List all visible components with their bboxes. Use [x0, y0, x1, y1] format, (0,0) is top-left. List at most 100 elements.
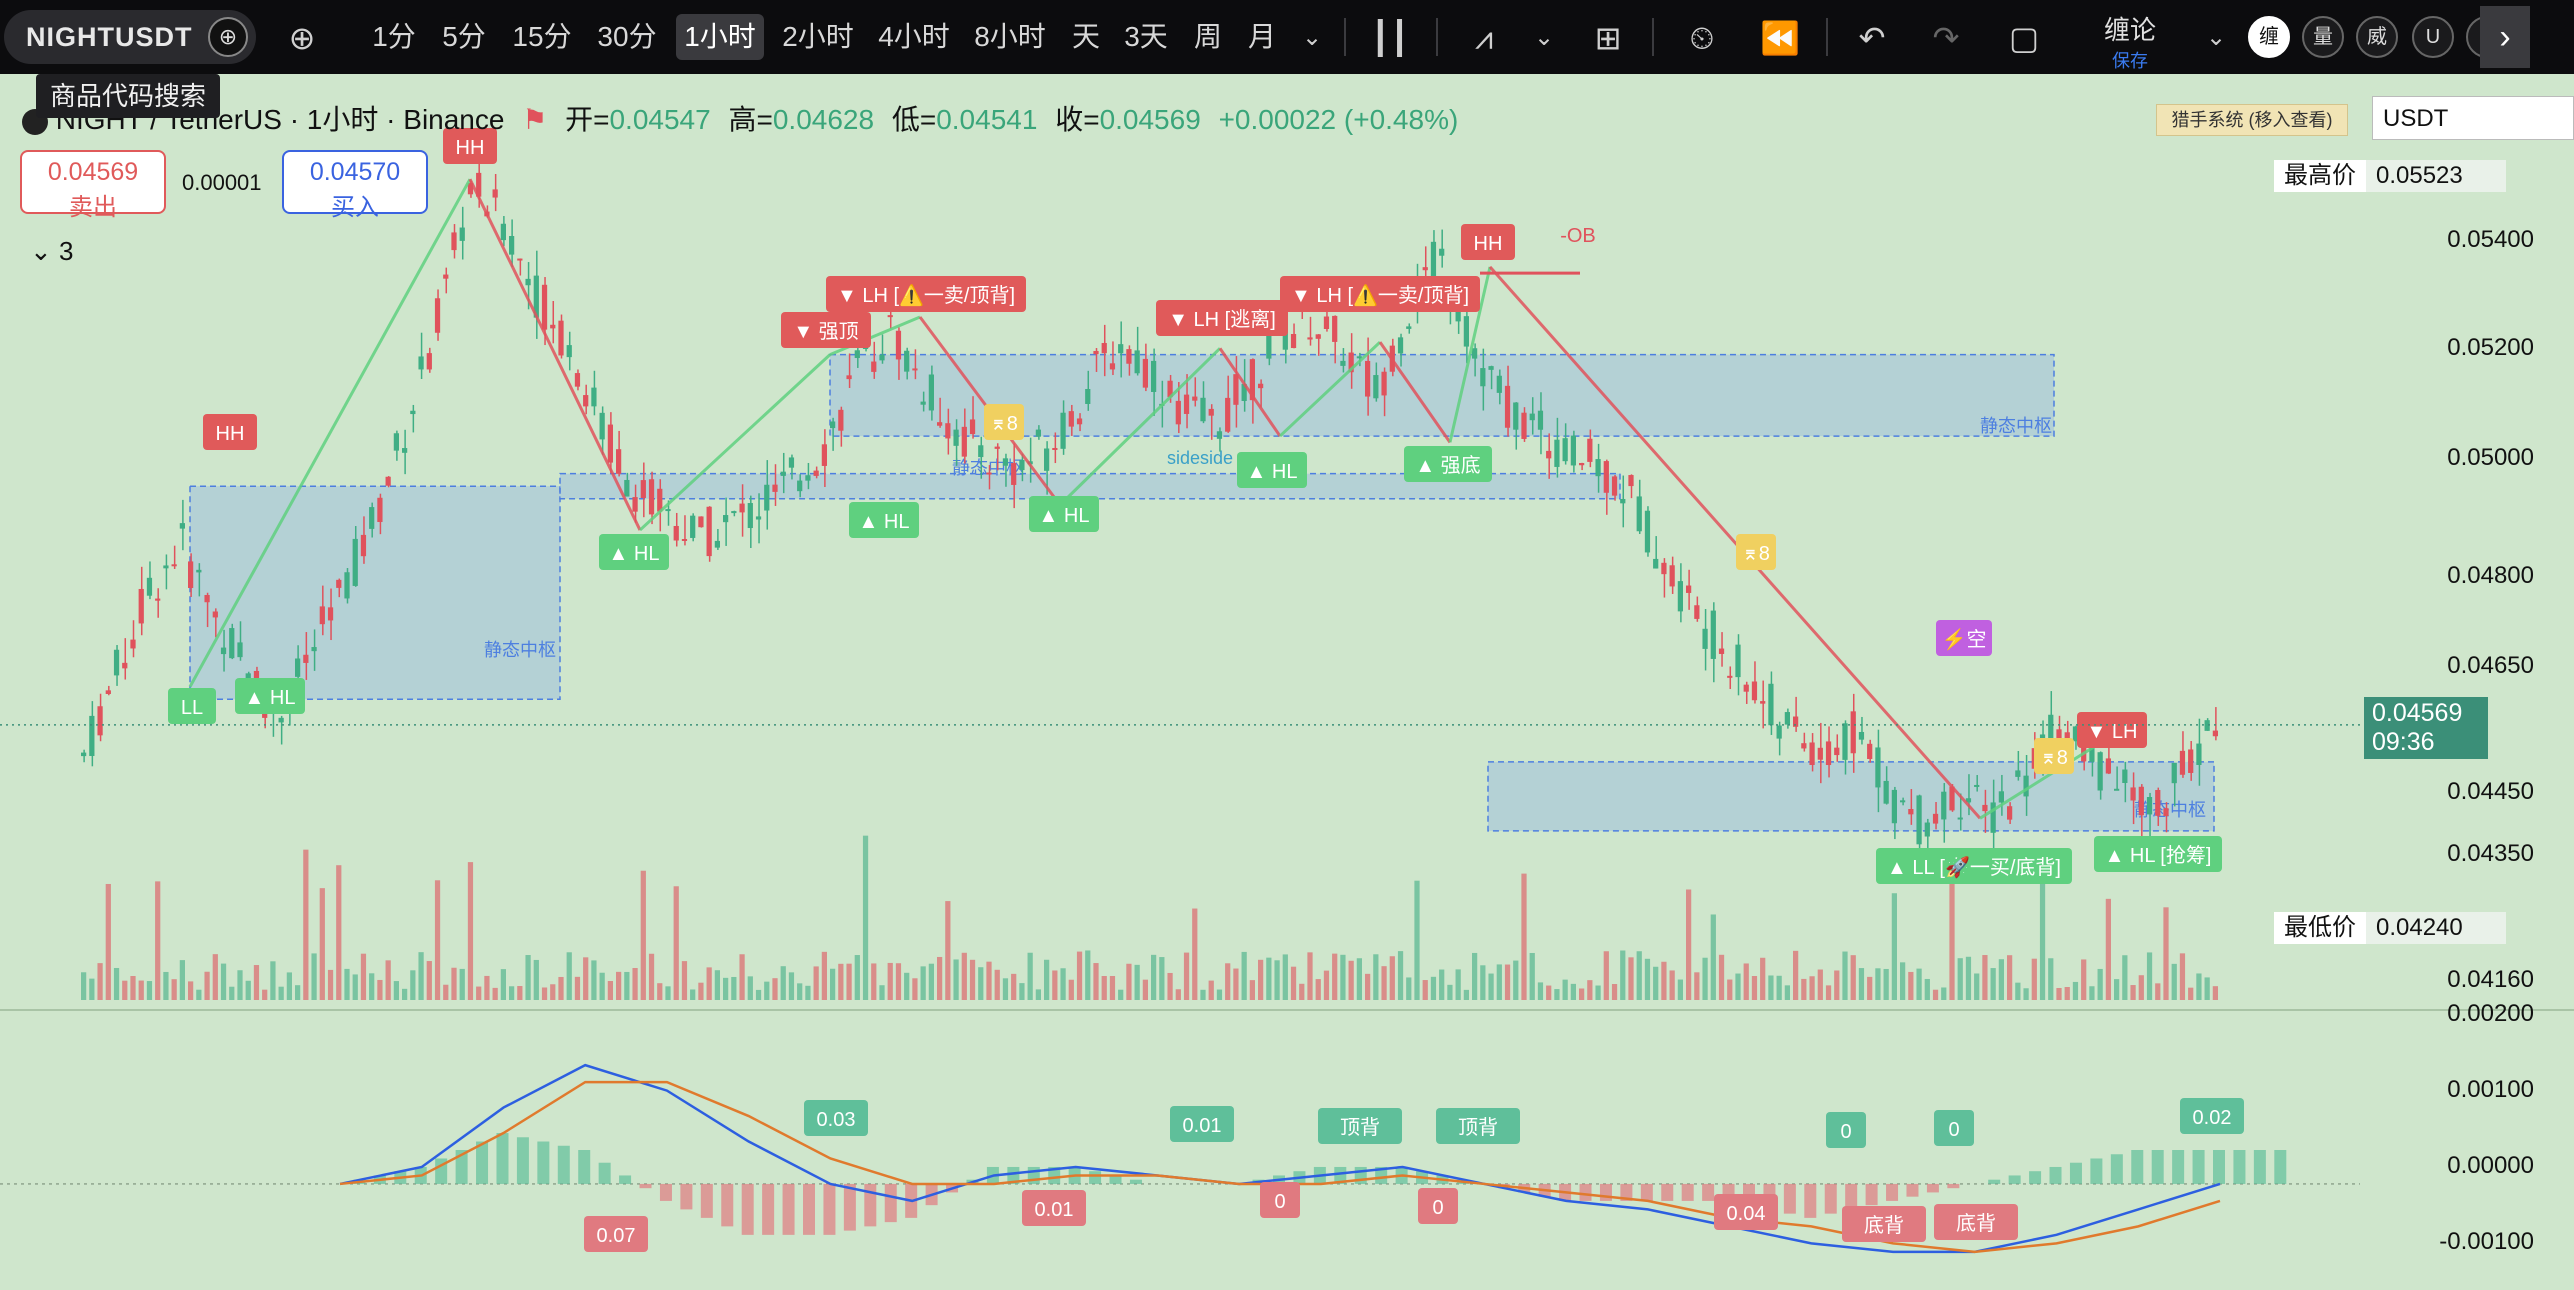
candle-body [2048, 714, 2054, 757]
sideside-label: sideside [1167, 448, 1233, 468]
buy-button[interactable]: 0.04570 买入 [282, 150, 428, 221]
sell-button[interactable]: 0.04569 卖出 [20, 150, 166, 221]
redo-icon[interactable]: ↷ [1932, 20, 1960, 56]
macd-histogram-bar [2253, 1150, 2266, 1184]
candle-body [1768, 683, 1774, 726]
indicator-layout-name[interactable]: 缠论 保存 [2090, 10, 2170, 73]
volume-bar [1175, 989, 1181, 1000]
volume-bar [1867, 976, 1873, 1000]
timeframe-15m[interactable]: 15分 [512, 21, 572, 52]
timeframe-day[interactable]: 天 [1071, 21, 1100, 52]
candle-body [1760, 701, 1766, 704]
macd-histogram-bar [1599, 1183, 1612, 1201]
candle-body [1052, 447, 1058, 450]
timeframe-month[interactable]: 月 [1247, 21, 1276, 52]
candle-body [443, 274, 449, 279]
flag-icon[interactable]: ⚑ [522, 104, 548, 135]
volume-bar [665, 986, 671, 1000]
chevron-down-icon[interactable]: ⌄ [1533, 24, 1555, 51]
hl-grab-label: ▲ HL [抢筹] [2094, 836, 2222, 872]
candle-body [105, 690, 111, 695]
candle-body [1924, 822, 1930, 837]
volume-bar [1447, 984, 1453, 1000]
layout-grid-icon[interactable]: ⊞ [1594, 20, 1622, 56]
chevron-down-icon[interactable]: ⌄ [2205, 24, 2227, 51]
volume-bar [574, 976, 581, 1000]
replay-icon[interactable]: ⏪ [1760, 20, 1800, 56]
volume-bar [1661, 961, 1667, 1000]
candle-body [1587, 438, 1593, 462]
candle-body [1932, 813, 1939, 824]
alert-clock-icon[interactable]: ⏲ [1689, 20, 1715, 56]
volume-bar [986, 961, 992, 1000]
symbol-search-box[interactable]: NIGHTUSDT ⊕ [4, 10, 256, 64]
candle-body [739, 503, 745, 513]
volume-bar [1035, 989, 1041, 1000]
candle-body [1883, 780, 1889, 804]
add-symbol-icon[interactable]: ⊕ [208, 17, 248, 57]
volume-bar [813, 966, 819, 1000]
volume-bar [1076, 951, 1083, 1000]
candle-body [969, 419, 976, 435]
indicators-icon[interactable]: ⩘ [1474, 20, 1494, 56]
candlestick-icon[interactable]: ┃┃ [1370, 20, 1410, 56]
candle-body [1990, 802, 1996, 833]
volume-toggle-button[interactable]: 量 [2302, 16, 2344, 58]
candle-body [196, 569, 202, 573]
volume-bar [1801, 978, 1807, 1000]
macd-histogram-bar [1947, 1183, 1960, 1189]
volume-bar [780, 966, 786, 1000]
hunter-system-badge[interactable]: 猎手系统 (移入查看) [2156, 104, 2348, 136]
fullscreen-icon[interactable]: ▢ [2008, 20, 2040, 56]
timeframe-2h[interactable]: 2小时 [782, 21, 854, 52]
timeframe-week[interactable]: 周 [1193, 21, 1222, 52]
currency-field[interactable]: USDT [2372, 96, 2574, 140]
u-toggle-button[interactable]: U [2412, 16, 2454, 58]
candle-body [1381, 371, 1387, 396]
volume-bar [1776, 975, 1782, 1000]
symbol-text[interactable]: NIGHTUSDT [26, 21, 193, 52]
volume-bar [616, 971, 622, 1000]
volume-bar [887, 962, 893, 1000]
scroll-right-icon[interactable]: › [2480, 6, 2530, 68]
candle-body [1784, 712, 1790, 725]
candle-body [1801, 743, 1807, 749]
macd-histogram-bar [2029, 1171, 2042, 1184]
volume-bar [1718, 954, 1725, 1000]
lh-label-text: ▼ LH [2087, 721, 2138, 743]
undo-icon[interactable]: ↶ [1858, 20, 1886, 56]
timeframe-5m[interactable]: 5分 [442, 21, 486, 52]
candle-body [1430, 241, 1437, 281]
macd-histogram-bar [659, 1183, 672, 1201]
strong-top-label-bg [781, 312, 871, 348]
timeframe-8h[interactable]: 8小时 [974, 21, 1046, 52]
candle-body [1208, 408, 1214, 416]
high-price-value: 0.05523 [2366, 160, 2506, 192]
timeframe-4h[interactable]: 4小时 [878, 21, 950, 52]
timeframe-1m[interactable]: 1分 [372, 21, 416, 52]
candle-body [1686, 585, 1692, 593]
candle-body [1340, 360, 1346, 366]
chevron-down-icon[interactable]: ⌄ [1301, 24, 1323, 51]
williams-toggle-button[interactable]: 威 [2356, 16, 2398, 58]
volume-bar [1233, 968, 1239, 1000]
candle-body [1916, 795, 1922, 845]
indicators-collapse-toggle[interactable]: ⌄ 3 [30, 236, 74, 267]
volume-bar [509, 986, 515, 1000]
candle-body [1134, 350, 1140, 374]
low-price-tag: 最低价 [2274, 912, 2366, 944]
volume-bar [1669, 970, 1675, 1000]
volume-bar [2064, 986, 2070, 1000]
candle-body [1266, 332, 1272, 359]
timeframe-30m[interactable]: 30分 [597, 21, 657, 52]
compare-plus-icon[interactable]: ⊕ [288, 20, 316, 56]
timeframe-3day[interactable]: 3天 [1124, 21, 1168, 52]
lh-escape-label: ▼ LH [逃离] [1156, 300, 1288, 336]
timeframe-1h[interactable]: 1小时 [676, 14, 764, 60]
candle-body [632, 497, 638, 512]
chan-toggle-button[interactable]: 缠 [2248, 16, 2290, 58]
b8-label-text: ⌆8 [1742, 543, 1770, 565]
volume-bar [978, 967, 984, 1000]
macd-histogram-bar [476, 1141, 489, 1184]
